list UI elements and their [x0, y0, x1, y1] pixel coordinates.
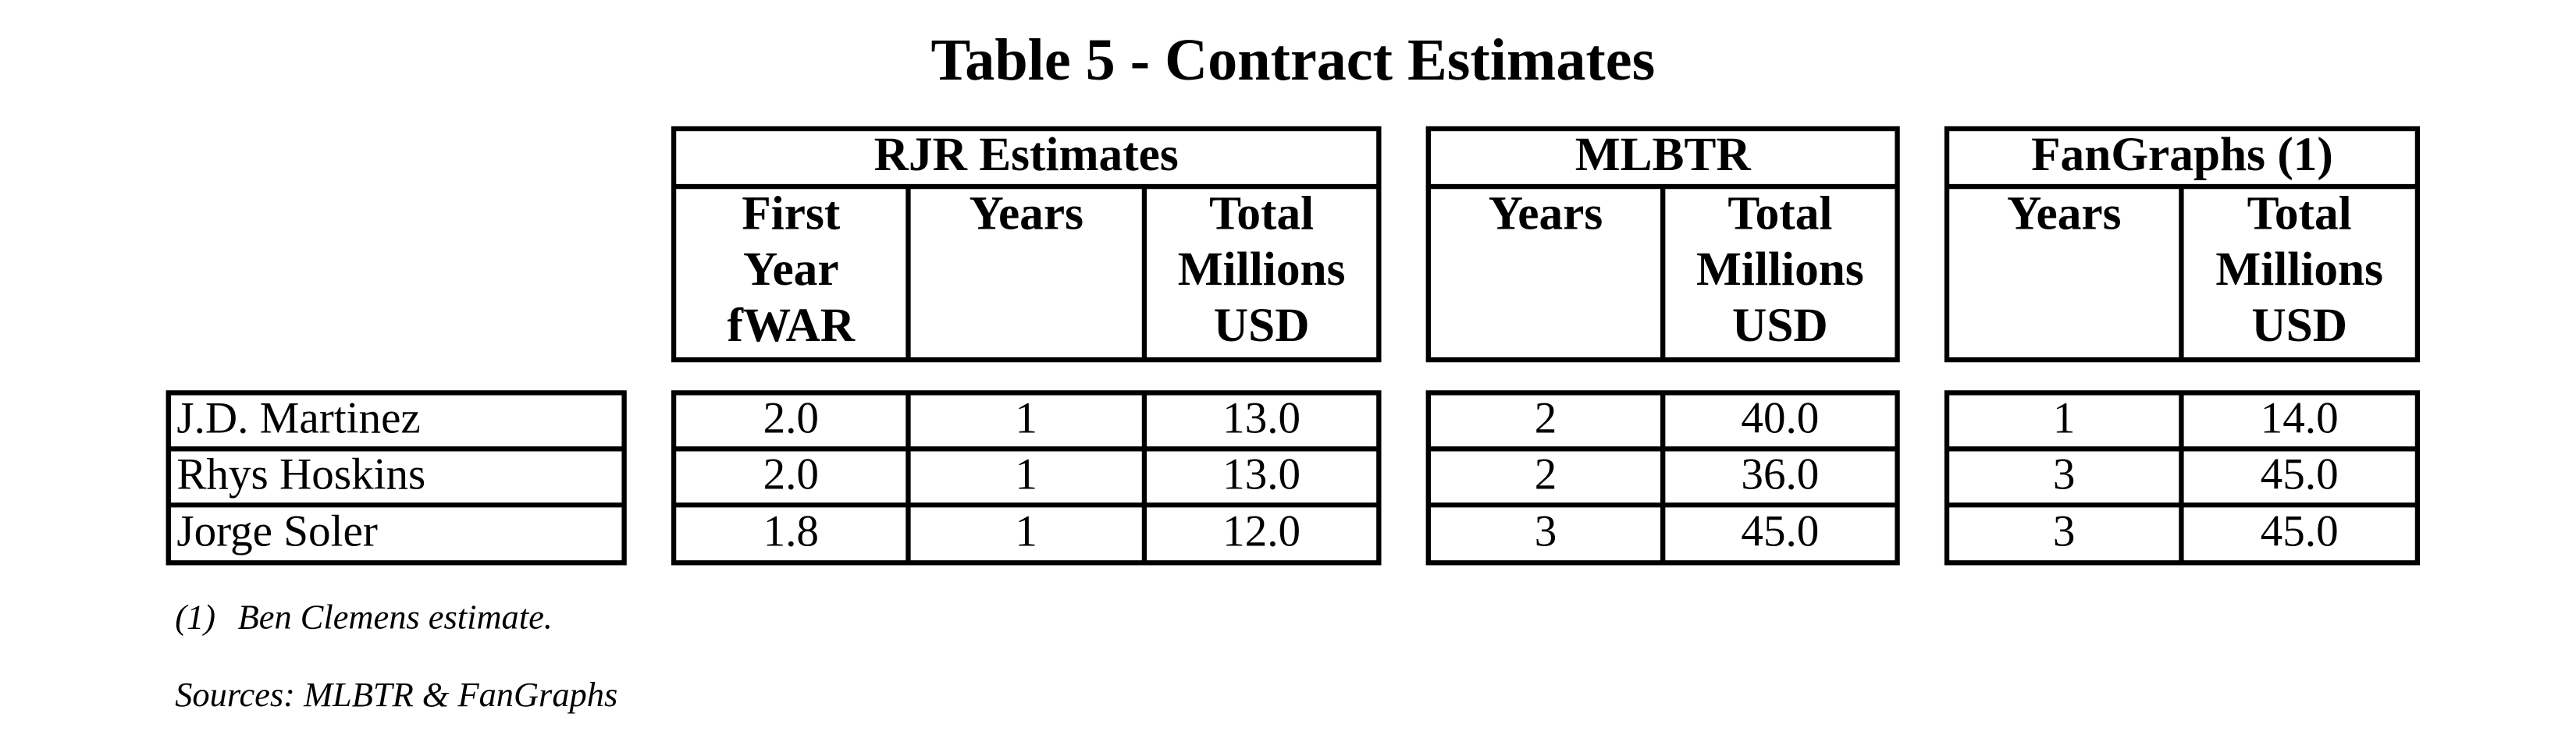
column-header: Years	[1489, 186, 1603, 240]
column-header: USD	[1214, 299, 1310, 352]
names-box	[165, 390, 627, 566]
cell-value: 1	[1015, 394, 1037, 443]
cell-value: 2	[1535, 394, 1557, 443]
group-label: RJR Estimates	[874, 128, 1179, 181]
cell-value: 45.0	[2261, 506, 2339, 556]
cell-value: 1	[1015, 506, 1037, 556]
column-header: Millions	[1696, 243, 1864, 296]
column-header: Years	[2007, 186, 2121, 240]
cell-value: 14.0	[2261, 394, 2339, 443]
cell-value: 13.0	[1222, 450, 1300, 499]
column-header: Millions	[1178, 243, 1346, 296]
cell-value: 1	[2053, 394, 2076, 443]
column-header: Millions	[2215, 243, 2383, 296]
column-header: USD	[1732, 299, 1828, 352]
group-label: FanGraphs (1)	[2031, 128, 2333, 181]
cell-value: 2	[1535, 450, 1557, 499]
column-header: USD	[2251, 299, 2347, 352]
row-name: Rhys Hoskins	[176, 450, 425, 499]
column-header: First	[742, 186, 841, 240]
cell-value: 36.0	[1741, 450, 1819, 499]
row-name: Jorge Soler	[176, 506, 378, 556]
cell-value: 1	[1015, 450, 1037, 499]
row-name: J.D. Martinez	[176, 394, 420, 443]
group-label: MLBTR	[1575, 128, 1752, 181]
footnote-marker: (1)	[175, 598, 215, 637]
cell-value: 45.0	[2261, 450, 2339, 499]
sources: Sources: MLBTR & FanGraphs	[175, 675, 617, 714]
column-header: Total	[2247, 186, 2352, 240]
group-header-box	[671, 126, 1382, 363]
footnote-text: Ben Clemens estimate.	[238, 598, 553, 637]
cell-value: 3	[1535, 506, 1557, 556]
cell-value: 2.0	[763, 450, 819, 499]
cell-value: 45.0	[1741, 506, 1819, 556]
cell-value: 3	[2053, 506, 2076, 556]
table-title: Table 5 - Contract Estimates	[930, 27, 1655, 93]
cell-value: 2.0	[763, 394, 819, 443]
column-header: Total	[1727, 186, 1832, 240]
column-header: Total	[1209, 186, 1314, 240]
column-header: Year	[743, 243, 839, 296]
cell-value: 13.0	[1222, 394, 1300, 443]
group-body-box	[671, 390, 1382, 566]
cell-value: 1.8	[763, 506, 819, 556]
column-header: Years	[969, 186, 1083, 240]
cell-value: 12.0	[1222, 506, 1300, 556]
cell-value: 3	[2053, 450, 2076, 499]
cell-value: 40.0	[1741, 394, 1819, 443]
column-header: fWAR	[728, 299, 856, 352]
